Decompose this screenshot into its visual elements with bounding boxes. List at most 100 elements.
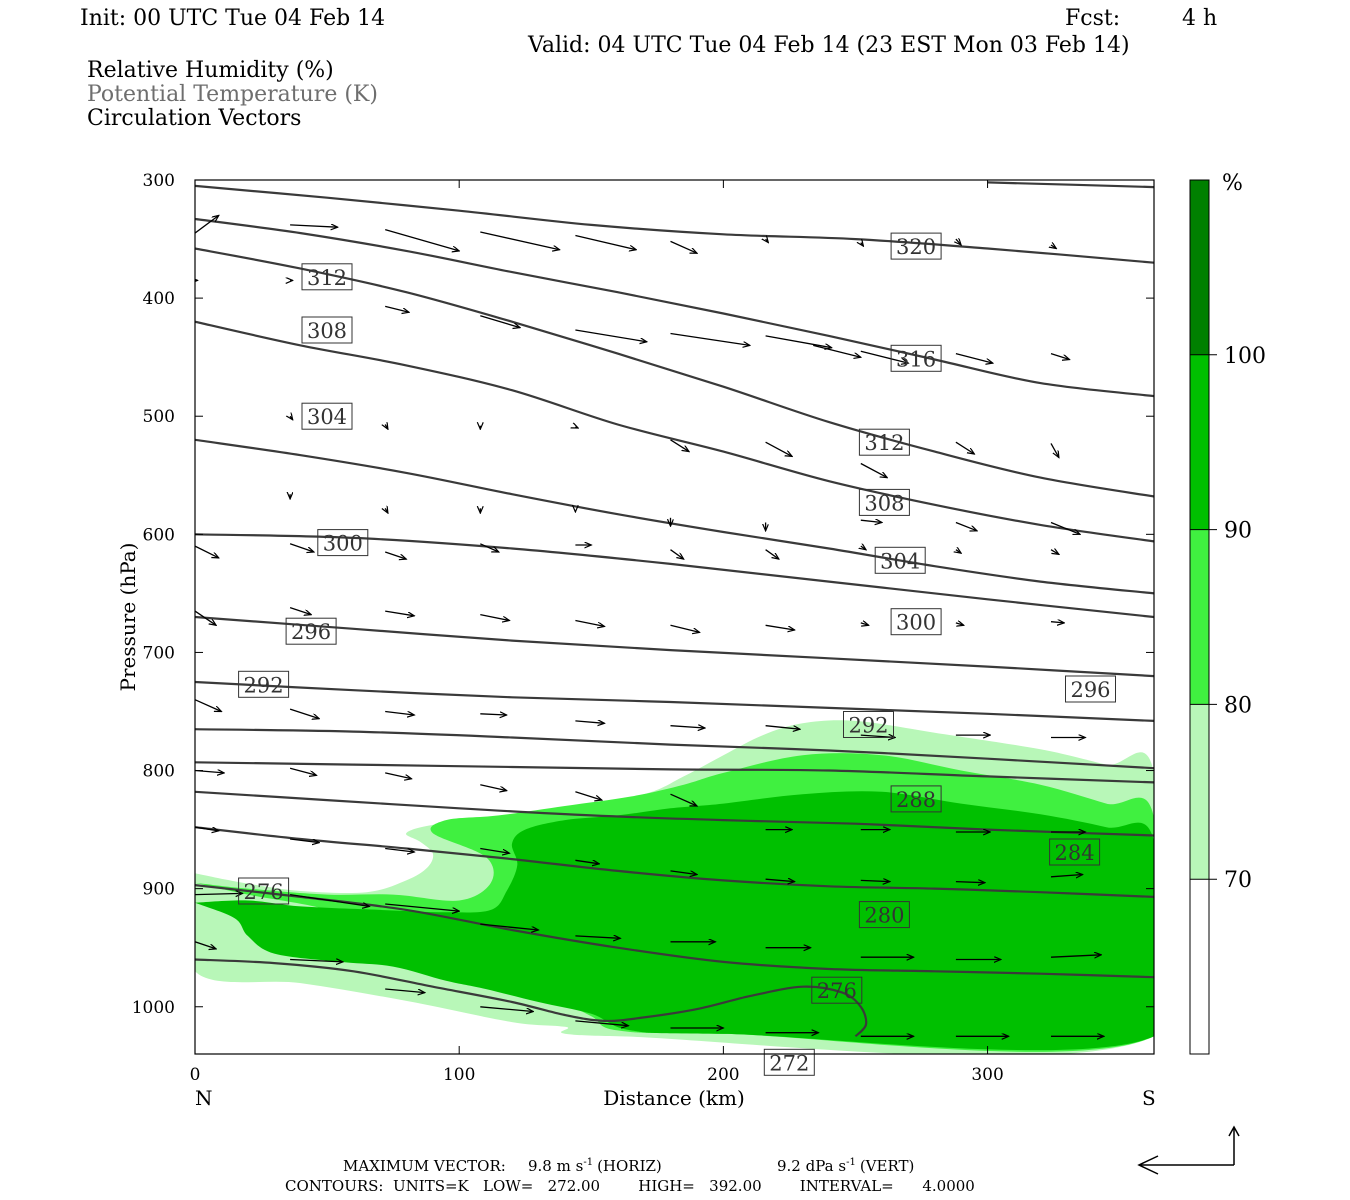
contour-label-box bbox=[1065, 675, 1116, 703]
circulation-vector bbox=[385, 305, 409, 312]
circulation-vector bbox=[289, 543, 314, 552]
y-axis-title: Pressure (hPa) bbox=[116, 543, 140, 692]
circulation-vector bbox=[765, 624, 795, 630]
circulation-vector bbox=[670, 870, 698, 875]
y-tick-label: 600 bbox=[143, 525, 175, 545]
valid-time: Valid: 04 UTC Tue 04 Feb 14 (23 EST Mon … bbox=[527, 33, 1130, 58]
contour-label-box bbox=[301, 263, 353, 291]
theta-contour-280 bbox=[195, 826, 1154, 898]
axes-layer: 300 400 500 600 700 800 900 1000 0 100 200 300 bbox=[132, 171, 1154, 1085]
colorbar-segment bbox=[1190, 180, 1209, 355]
circulation-vector bbox=[480, 613, 509, 621]
circulation-vector bbox=[765, 441, 793, 456]
circulation-vector bbox=[1050, 550, 1059, 555]
y-tick-label: 1000 bbox=[132, 998, 175, 1018]
circulation-vector bbox=[1050, 622, 1064, 623]
field-label-vectors: Circulation Vectors bbox=[87, 106, 301, 131]
circulation-vector bbox=[195, 941, 216, 949]
contour-label: 304 bbox=[307, 405, 347, 429]
theta-contour-320 bbox=[195, 217, 1154, 398]
contour-label: 296 bbox=[291, 620, 331, 644]
circulation-vector bbox=[385, 425, 388, 430]
max-vector-label: MAXIMUM VECTOR: bbox=[343, 1157, 506, 1175]
circulation-vector bbox=[480, 315, 520, 328]
colorbar-segment bbox=[1190, 529, 1209, 705]
circulation-vector bbox=[480, 714, 506, 715]
colorbar-level-label: 80 bbox=[1224, 693, 1252, 718]
y-tick-label: 400 bbox=[143, 289, 175, 309]
circulation-vector bbox=[766, 239, 769, 243]
circulation-vector bbox=[861, 243, 864, 247]
field-label-theta: Potential Temperature (K) bbox=[87, 82, 378, 107]
circulation-vector bbox=[956, 239, 961, 245]
contour-label-box bbox=[238, 670, 290, 698]
x-tick-label: 200 bbox=[707, 1065, 739, 1085]
circulation-vector bbox=[385, 903, 459, 911]
circulation-vector bbox=[955, 882, 985, 883]
circulation-vector bbox=[384, 551, 406, 559]
y-tick-label: 700 bbox=[143, 643, 175, 663]
forecast-hour: 4 h bbox=[1182, 6, 1217, 31]
circulation-vector bbox=[385, 847, 414, 853]
circulation-vector bbox=[195, 893, 243, 894]
contour-label-box bbox=[238, 877, 290, 905]
circulation-vector bbox=[290, 416, 293, 420]
circulation-vector bbox=[955, 352, 993, 364]
circulation-vector bbox=[195, 215, 219, 234]
theta-contour-292 bbox=[195, 728, 1154, 770]
circulation-vector bbox=[480, 847, 509, 854]
contour-label: 284 bbox=[1055, 841, 1095, 865]
circulation-vector bbox=[955, 441, 975, 454]
contour-label-box bbox=[301, 402, 353, 430]
circulation-vector bbox=[861, 546, 866, 550]
circulation-vector bbox=[195, 699, 221, 712]
circulation-vector bbox=[670, 549, 684, 559]
circulation-vector bbox=[765, 725, 800, 730]
contour-label-box bbox=[858, 488, 910, 516]
contour-label-box bbox=[811, 976, 863, 1004]
contour-label: 292 bbox=[244, 673, 284, 697]
contour-label-box bbox=[843, 711, 894, 738]
contour-label-box bbox=[890, 608, 942, 636]
contour-label-box bbox=[890, 785, 942, 813]
y-tick-label: 300 bbox=[143, 171, 175, 191]
contour-label-box bbox=[874, 546, 926, 574]
circulation-vector bbox=[385, 772, 411, 779]
circulation-vector bbox=[289, 767, 316, 775]
circulation-vector bbox=[290, 893, 369, 907]
circulation-vector bbox=[289, 708, 319, 719]
contour-label-layer: 320 312 316 308 312 304 308 300 304 300 296 292 296 2… bbox=[238, 232, 1116, 1076]
circulation-vector bbox=[195, 610, 216, 625]
circulation-vector bbox=[955, 623, 964, 625]
circulation-vector bbox=[670, 726, 705, 728]
circulation-vector bbox=[385, 228, 459, 251]
contour-label: 276 bbox=[817, 979, 857, 1003]
colorbar-frame bbox=[1189, 179, 1210, 1055]
max-vector-horiz: 9.8 m s-1 (HORIZ) bbox=[528, 1157, 662, 1175]
circulation-vector bbox=[670, 439, 690, 452]
plot-frame bbox=[194, 179, 1155, 1055]
circulation-vector bbox=[670, 240, 698, 253]
theta-contour-308 bbox=[195, 438, 1154, 595]
contour-label-box bbox=[285, 617, 337, 645]
contour-label: 276 bbox=[244, 880, 284, 904]
theta-contour-276 bbox=[195, 884, 1154, 979]
circulation-vector bbox=[575, 329, 646, 342]
circulation-vector bbox=[480, 1006, 533, 1012]
theta-contour-316 bbox=[195, 247, 1154, 498]
contour-label: 292 bbox=[848, 714, 888, 738]
colorbar-level-label: 70 bbox=[1224, 868, 1252, 893]
circulation-vector bbox=[575, 427, 578, 428]
contour-label: 304 bbox=[880, 549, 920, 573]
circulation-vector bbox=[575, 859, 599, 864]
x-axis-title: Distance (km) bbox=[603, 1086, 745, 1110]
contour-label: 300 bbox=[323, 532, 363, 556]
theta-contour-288 bbox=[195, 761, 1154, 784]
circulation-vector bbox=[575, 234, 636, 250]
circulation-vector bbox=[575, 721, 604, 723]
circulation-vector bbox=[575, 619, 604, 627]
reference-vector bbox=[1137, 1125, 1240, 1175]
circulation-vector bbox=[765, 879, 795, 881]
theta-contour-284 bbox=[195, 790, 1154, 837]
